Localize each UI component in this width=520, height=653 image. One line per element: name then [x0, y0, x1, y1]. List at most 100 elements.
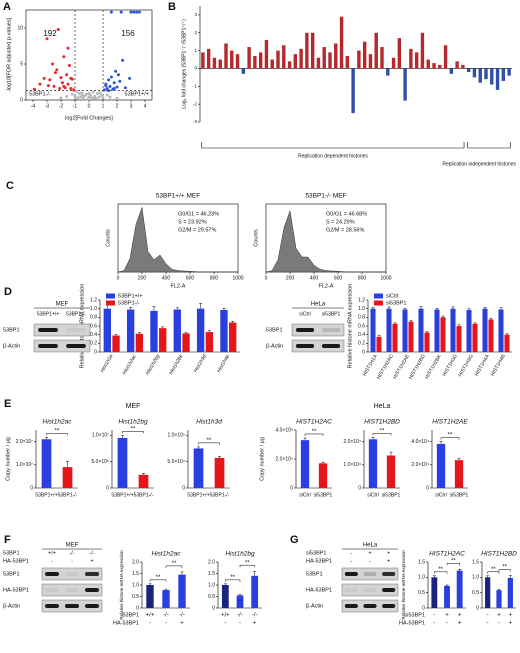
x-tick-label: +: [180, 621, 184, 627]
y-tick-label: 1.0: [418, 575, 425, 581]
blot-title: HeLa: [311, 302, 326, 308]
data-point: [107, 78, 111, 82]
y-tick-label: 1.0×10⁵: [167, 433, 185, 439]
bar: [276, 50, 280, 69]
bar: [146, 585, 154, 608]
significance-bracket: [440, 437, 460, 440]
error-bar: [497, 589, 501, 591]
error-bar: [180, 571, 184, 575]
lane-mark: -: [51, 558, 53, 564]
error-bar: [425, 331, 429, 333]
y-axis-label: -log10[FDR adjusted p-values]: [6, 17, 12, 92]
bar: [397, 38, 402, 69]
blot-band: [66, 344, 86, 348]
x-tick-label: -2: [59, 103, 64, 109]
error-bar: [377, 335, 381, 337]
error-bar: [121, 435, 124, 438]
annotation: 53BP1+/+: [125, 91, 149, 97]
data-point: [135, 10, 139, 14]
error-bar: [393, 322, 397, 324]
data-point: [118, 79, 122, 83]
x-tick-label: -: [149, 621, 151, 627]
error-bar: [199, 303, 203, 309]
significance-bracket: [372, 433, 392, 436]
error-bar: [451, 306, 455, 309]
panel-label: B: [168, 1, 176, 13]
bar: [351, 68, 355, 114]
y-tick-label: 1.0×10⁷: [16, 462, 33, 468]
chart-title: Hist1h2ac: [152, 551, 182, 558]
bar: [193, 448, 204, 488]
data-point: [80, 91, 84, 95]
annotation: Replication dependent histones: [298, 153, 368, 159]
x-tick-label: 0: [88, 103, 91, 109]
annotation: G2/M = 28.56%: [326, 227, 364, 233]
x-tick-label: +: [458, 613, 462, 619]
y-tick-label: 1.0: [472, 575, 479, 581]
data-point: [108, 95, 112, 99]
data-point: [91, 90, 95, 94]
blot-band: [295, 344, 315, 348]
blot-band: [382, 572, 396, 576]
y-axis-label: Relative histone mRNA expression: [401, 550, 406, 620]
bar: [368, 439, 378, 488]
error-bar: [303, 437, 307, 441]
lane-mark: -: [350, 550, 352, 556]
bar: [402, 309, 408, 352]
panel-label: G: [290, 534, 299, 546]
data-point: [60, 81, 64, 85]
y-axis-label: Relative histone mRNA expression: [119, 550, 124, 620]
y-tick-label: 0: [358, 485, 361, 491]
y-tick-label: 2.0×10⁷: [16, 439, 33, 445]
data-point: [56, 27, 60, 31]
x-tick-label: -: [487, 613, 489, 619]
lane-mark: -: [369, 558, 371, 564]
significance-bracket: [446, 563, 460, 566]
bar: [472, 68, 477, 78]
error-bar: [321, 461, 325, 464]
data-point: [53, 71, 57, 75]
error-bar: [152, 306, 156, 311]
bar: [501, 68, 506, 81]
lane-label: siCtrl: [299, 311, 310, 317]
bar: [178, 574, 186, 608]
blot-band: [66, 328, 86, 332]
blot-band: [344, 572, 358, 576]
error-bar: [129, 307, 133, 310]
group-title: HeLa: [374, 403, 391, 410]
data-point: [69, 86, 73, 90]
bar: [391, 57, 396, 69]
bar: [380, 47, 384, 69]
y-tick-label: 0.5: [208, 594, 215, 600]
bar: [220, 309, 228, 352]
data-point: [104, 82, 108, 86]
data-point: [97, 95, 101, 99]
y-tick-label: 1: [194, 48, 197, 53]
y-tick-label: 0: [30, 485, 33, 491]
bar: [498, 309, 504, 352]
significance-bracket: [487, 571, 500, 574]
data-point: [58, 86, 62, 90]
y-tick-label: 0: [20, 97, 23, 103]
bar: [408, 321, 414, 352]
lane-label: si53BP1: [322, 311, 341, 317]
error-bar: [432, 575, 436, 578]
blot-band: [363, 588, 377, 592]
bar: [173, 309, 181, 352]
x-tick-label: 200: [286, 275, 295, 281]
lane-mark: -: [71, 558, 73, 564]
bar: [507, 577, 513, 608]
y-tick-label: 0.2: [90, 341, 97, 347]
annotation: 192: [43, 29, 57, 38]
bar: [484, 68, 488, 80]
y-tick-label: 1.0: [90, 306, 97, 312]
bar: [221, 585, 229, 608]
data-point: [69, 76, 73, 80]
bar: [386, 455, 396, 488]
legend-label: si53BP1: [386, 300, 407, 306]
data-point: [116, 73, 120, 77]
bar: [426, 59, 430, 69]
bar: [241, 68, 246, 74]
error-bar: [505, 333, 509, 335]
data-point: [100, 94, 104, 98]
